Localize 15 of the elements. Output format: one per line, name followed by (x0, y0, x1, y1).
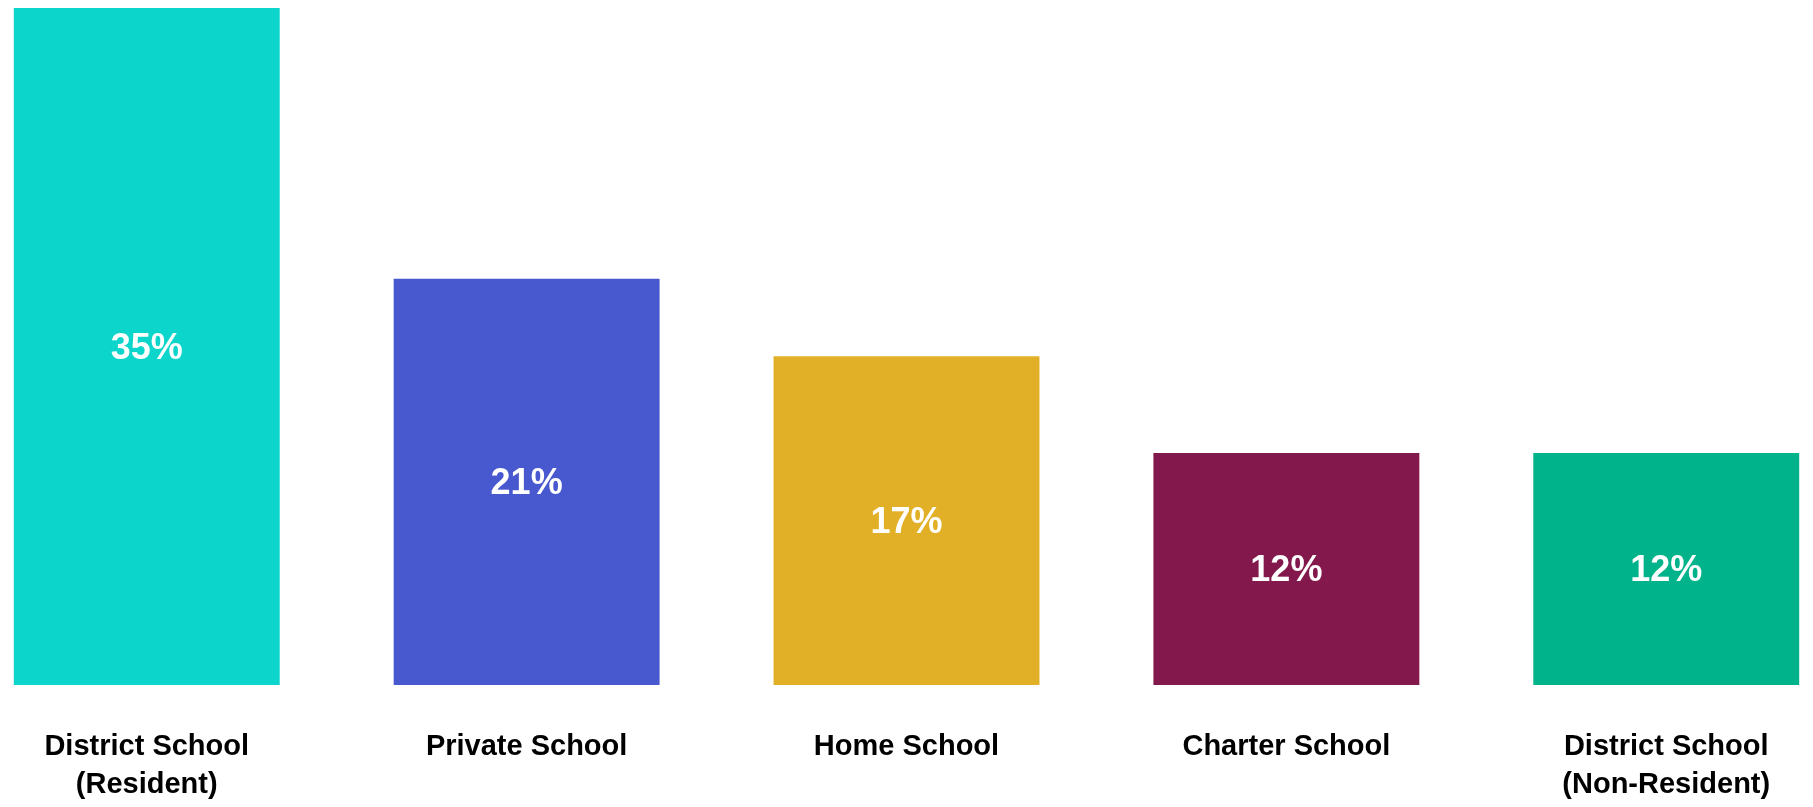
data-label: 21% (490, 461, 563, 503)
data-label: 35% (110, 326, 183, 367)
bar (1153, 452, 1420, 685)
x-tick-label: Home School (813, 729, 1000, 761)
data-label: 12% (1250, 548, 1323, 590)
bar (1533, 452, 1800, 685)
bar (773, 356, 1040, 685)
x-tick-label: District School (Resident) (44, 729, 250, 799)
bar (13, 8, 280, 685)
bar (393, 278, 660, 685)
data-label: 17% (870, 500, 943, 542)
x-tick-label: Charter School (1182, 729, 1391, 761)
data-label: 12% (1630, 548, 1703, 590)
x-tick-label: District School (Non-Resident) (1562, 729, 1771, 799)
x-tick-label: Private School (425, 729, 628, 761)
